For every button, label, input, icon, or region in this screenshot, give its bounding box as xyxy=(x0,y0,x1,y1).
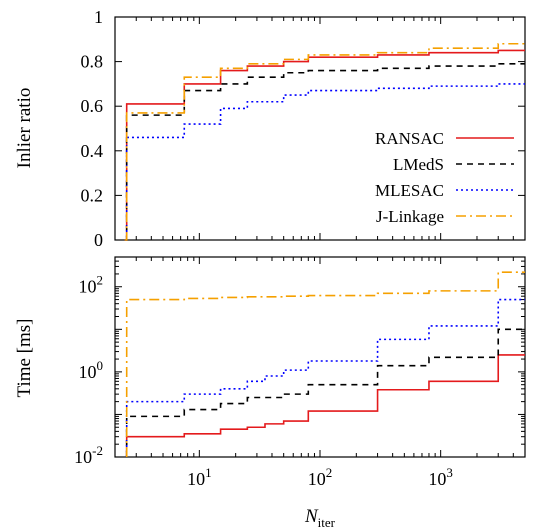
series-line-j-linkage xyxy=(124,41,526,241)
tick-exponent: 2 xyxy=(326,465,333,480)
tick-base: 10 xyxy=(187,469,205,489)
tick-exponent: 0 xyxy=(97,358,104,373)
bottom-plot-frame xyxy=(114,256,526,458)
series-line-mlesac xyxy=(124,83,525,241)
tick-exponent: -2 xyxy=(92,443,103,458)
legend-label-ransac: RANSAC xyxy=(375,129,444,148)
x-tick-label: 103 xyxy=(428,465,453,489)
bottom-y-tick-label: 102 xyxy=(79,273,104,297)
x-axis-label: Niter xyxy=(304,506,336,530)
top-y-tick-label: 0 xyxy=(94,230,103,250)
top-y-tick-label: 0.2 xyxy=(81,185,104,205)
tick-base: 10 xyxy=(428,469,446,489)
x-axis-label-subscript: iter xyxy=(318,515,336,530)
top-y-tick-label: 0.8 xyxy=(81,52,104,72)
tick-exponent: 2 xyxy=(97,273,104,288)
x-axis-ticks: 101 102 103 xyxy=(114,17,526,489)
legend-label-j-linkage: J-Linkage xyxy=(376,207,444,226)
top-series-group xyxy=(124,41,526,241)
x-axis-label-main: N xyxy=(304,506,319,527)
series-line-time-ransac xyxy=(125,354,525,457)
x-tick-label: 102 xyxy=(308,465,333,489)
tick-exponent: 1 xyxy=(205,465,212,480)
x-tick-label: 101 xyxy=(187,465,212,489)
series-line-time-j-linkage xyxy=(125,271,525,457)
top-y-ticks: 0 0.2 0.4 0.6 0.8 1 xyxy=(81,7,525,250)
top-y-tick-label: 0.6 xyxy=(81,96,104,116)
series-line-time-lmeds xyxy=(125,328,525,457)
top-y-tick-label: 0.4 xyxy=(81,141,104,161)
tick-exponent: 3 xyxy=(446,465,453,480)
top-plot-frame xyxy=(114,16,526,241)
legend-label-mlesac: MLESAC xyxy=(375,181,444,200)
top-y-axis-label: Inlier ratio xyxy=(14,88,35,169)
tick-base: 10 xyxy=(74,447,92,467)
tick-base: 10 xyxy=(79,277,97,297)
inlier-ratio-panel: 0 0.2 0.4 0.6 0.8 1 RANSAC LMedS MLESAC J-Linkag… xyxy=(14,7,526,250)
legend: RANSAC LMedS MLESAC J-Linkage xyxy=(375,129,514,226)
bottom-y-tick-label: 100 xyxy=(79,358,104,382)
legend-label-lmeds: LMedS xyxy=(393,155,444,174)
top-y-tick-label: 1 xyxy=(94,7,103,27)
bottom-y-axis-label: Time [ms] xyxy=(14,318,35,397)
tick-base: 10 xyxy=(308,469,326,489)
bottom-y-tick-label: 10-2 xyxy=(74,443,103,467)
bottom-series-group xyxy=(125,271,525,457)
tick-base: 10 xyxy=(79,362,97,382)
